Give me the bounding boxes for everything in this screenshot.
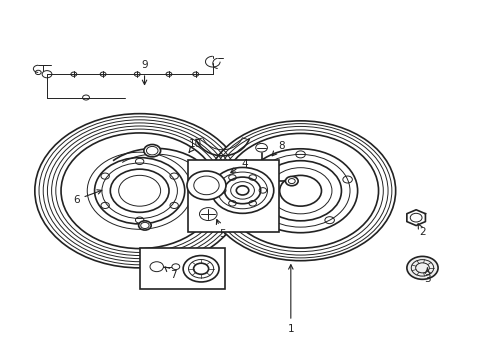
Bar: [140, 248, 224, 289]
Circle shape: [186, 171, 225, 200]
Circle shape: [199, 208, 217, 221]
Text: 3: 3: [423, 268, 430, 284]
Circle shape: [285, 176, 298, 186]
Circle shape: [255, 143, 267, 152]
Text: 6: 6: [73, 190, 102, 205]
Text: 10: 10: [189, 139, 202, 152]
Circle shape: [138, 221, 151, 230]
Circle shape: [143, 144, 160, 157]
Circle shape: [211, 167, 273, 213]
Circle shape: [150, 262, 163, 272]
Text: 4: 4: [230, 159, 247, 172]
Circle shape: [35, 114, 244, 268]
Bar: [188, 160, 278, 232]
Text: 5: 5: [216, 220, 225, 239]
Text: 8: 8: [272, 141, 284, 156]
Circle shape: [205, 121, 395, 261]
Text: 7: 7: [164, 267, 177, 280]
Circle shape: [171, 264, 180, 270]
Text: 9: 9: [141, 60, 147, 85]
Circle shape: [183, 256, 219, 282]
Circle shape: [406, 256, 437, 279]
Text: 1: 1: [287, 265, 294, 334]
Text: 2: 2: [417, 224, 425, 237]
